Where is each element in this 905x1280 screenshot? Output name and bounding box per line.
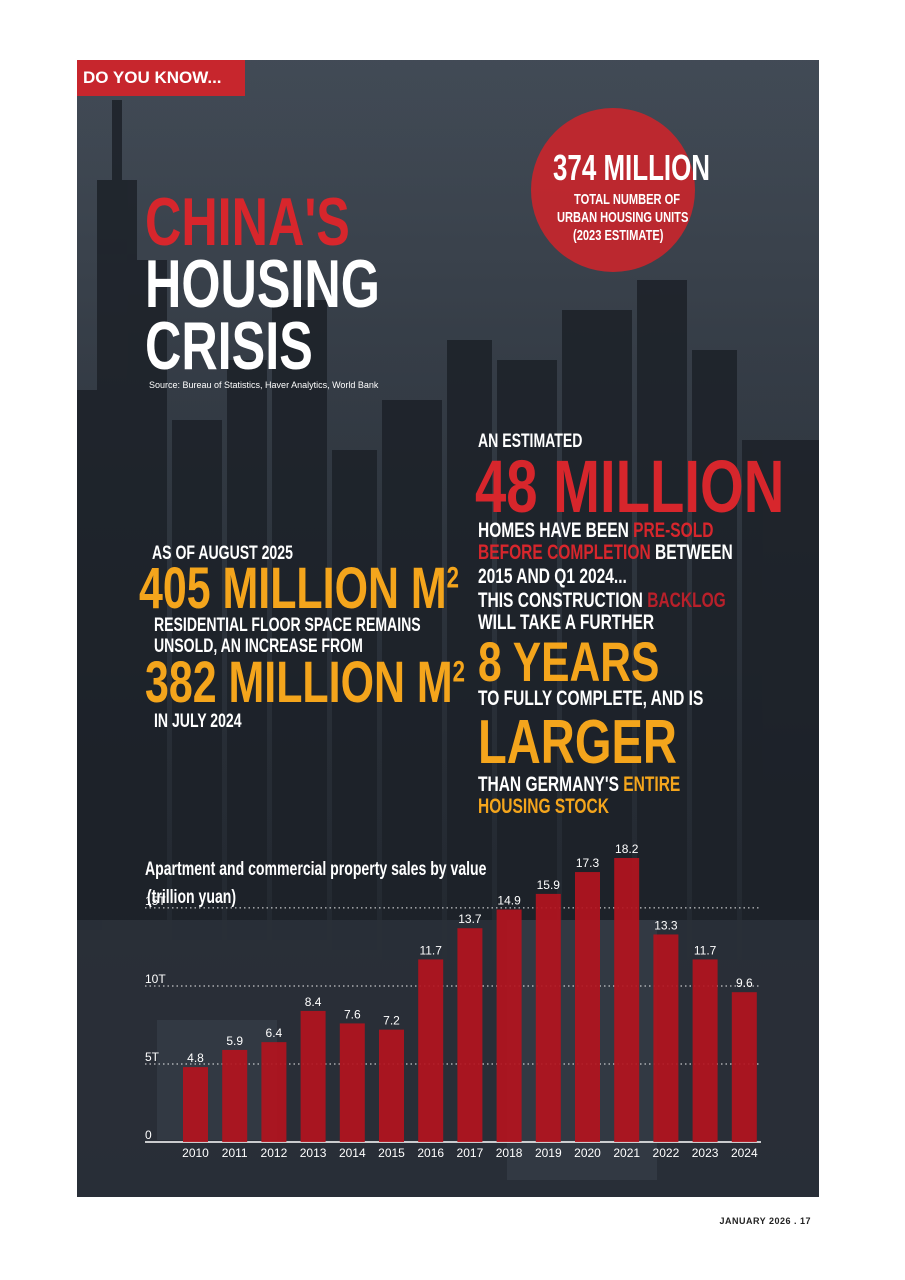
presold-line-3: 2015 AND Q1 2024... xyxy=(478,565,627,588)
floor-big-405: 405 MILLION M2 xyxy=(139,560,459,618)
bar-2011 xyxy=(222,1049,248,1142)
x-tick-label-2012: 2012 xyxy=(261,1146,288,1160)
bar-2012 xyxy=(261,1042,287,1142)
bar-2010 xyxy=(183,1067,208,1142)
circle-line-2: URBAN HOUSING UNITS xyxy=(557,209,689,226)
floor-line-1: RESIDENTIAL FLOOR SPACE REMAINS xyxy=(154,615,421,636)
city-skyline-background xyxy=(77,60,819,1197)
floor-sup-1: 2 xyxy=(446,561,459,595)
housing-units-circle xyxy=(531,108,695,272)
presold-larger: LARGER xyxy=(478,708,677,777)
title-line-crisis: CRISIS xyxy=(145,308,313,384)
page-footer: JANUARY 2026 . 17 xyxy=(719,1216,811,1226)
bar-value-label-2015: 7.2 xyxy=(383,1014,400,1028)
y-tick-label-1: 5T xyxy=(145,1050,160,1064)
title-line-chinas: CHINA'S xyxy=(145,184,350,260)
source-note: Source: Bureau of Statistics, Haver Anal… xyxy=(149,380,379,390)
floor-big-382-text: 382 MILLION M xyxy=(145,650,453,715)
bar-value-label-2014: 7.6 xyxy=(344,1007,361,1021)
presold-line-4b: BACKLOG xyxy=(647,589,726,612)
bar-2022 xyxy=(653,934,679,1142)
bar-2018 xyxy=(496,909,522,1142)
presold-line-7: THAN GERMANY'S ENTIRE xyxy=(478,774,680,795)
y-tick-label-3: 15T xyxy=(145,894,166,908)
bar-value-label-2021: 18.2 xyxy=(615,842,639,856)
bar-value-label-2010: 4.8 xyxy=(187,1051,204,1065)
bar-value-label-2018: 14.9 xyxy=(497,893,521,907)
presold-line-4: THIS CONSTRUCTION BACKLOG xyxy=(478,590,726,611)
presold-line-6: TO FULLY COMPLETE, AND IS xyxy=(478,687,704,710)
floor-big-382: 382 MILLION M2 xyxy=(145,654,465,712)
circle-line-3: (2023 ESTIMATE) xyxy=(573,227,664,244)
bar-value-label-2019: 15.9 xyxy=(537,878,561,892)
floor-sup-2: 2 xyxy=(452,655,465,689)
x-tick-label-2010: 2010 xyxy=(182,1146,209,1160)
x-tick-label-2011: 2011 xyxy=(222,1146,248,1160)
chart-title: Apartment and commercial property sales … xyxy=(145,859,487,880)
bar-2024 xyxy=(731,992,757,1142)
infographic-panel: DO YOU KNOW... CHINA'S HOUSING CRISIS So… xyxy=(77,60,819,1197)
presold-line-2: BEFORE COMPLETION BETWEEN xyxy=(478,542,733,563)
x-tick-label-2017: 2017 xyxy=(457,1146,484,1160)
x-tick-label-2020: 2020 xyxy=(574,1146,601,1160)
presold-line-1: HOMES HAVE BEEN PRE-SOLD xyxy=(478,520,713,541)
bar-2014 xyxy=(339,1023,365,1142)
bar-2013 xyxy=(300,1010,326,1142)
presold-years: 8 YEARS xyxy=(478,630,660,693)
x-tick-label-2019: 2019 xyxy=(535,1146,562,1160)
bar-value-label-2016: 11.7 xyxy=(419,943,442,957)
x-tick-label-2016: 2016 xyxy=(417,1146,444,1160)
y-tick-label-0: 0 xyxy=(145,1128,152,1142)
bar-value-label-2024: 9.6 xyxy=(736,976,753,990)
x-tick-label-2018: 2018 xyxy=(496,1146,523,1160)
presold-big: 48 MILLION xyxy=(475,445,785,528)
x-tick-label-2013: 2013 xyxy=(300,1146,327,1160)
bar-value-label-2023: 11.7 xyxy=(694,943,717,957)
bar-value-label-2022: 13.3 xyxy=(654,918,678,932)
y-tick-label-2: 10T xyxy=(145,972,166,986)
title-line-housing: HOUSING xyxy=(145,246,380,322)
presold-line-7b: ENTIRE xyxy=(623,773,681,796)
bar-2019 xyxy=(535,893,561,1142)
bar-2020 xyxy=(575,872,600,1142)
presold-line-1b: PRE-SOLD xyxy=(633,519,714,542)
x-tick-label-2024: 2024 xyxy=(731,1146,758,1160)
x-tick-label-2021: 2021 xyxy=(613,1146,640,1160)
bar-2023 xyxy=(692,959,718,1142)
floor-big-405-text: 405 MILLION M xyxy=(139,556,447,621)
bar-value-label-2012: 6.4 xyxy=(266,1026,283,1040)
presold-intro: AN ESTIMATED xyxy=(478,431,583,452)
presold-line-7a: THAN GERMANY'S xyxy=(478,773,624,796)
floor-line-2: UNSOLD, AN INCREASE FROM xyxy=(154,636,363,657)
bar-2015 xyxy=(379,1029,404,1142)
bar-value-label-2017: 13.7 xyxy=(458,912,482,926)
chart-subtitle: (trillion yuan) xyxy=(147,887,237,908)
bar-2016 xyxy=(418,959,444,1142)
bar-value-label-2013: 8.4 xyxy=(305,995,322,1009)
x-tick-label-2022: 2022 xyxy=(653,1146,680,1160)
circle-line-1: TOTAL NUMBER OF xyxy=(574,191,681,208)
sales-bar-chart: 0 5T 10T 15T 4.8 2010 5.9 2011 6.4 2012 8.4 2013 7.6… xyxy=(145,842,761,1160)
bar-2021 xyxy=(614,858,640,1142)
bar-2017 xyxy=(457,928,483,1142)
circle-big-number: 374 MILLION xyxy=(553,147,710,188)
presold-line-5: WILL TAKE A FURTHER xyxy=(478,611,655,634)
bar-value-label-2011: 5.9 xyxy=(226,1034,243,1048)
bar-value-label-2020: 17.3 xyxy=(576,856,600,870)
presold-line-2b: BETWEEN xyxy=(650,541,733,564)
x-tick-label-2023: 2023 xyxy=(692,1146,719,1160)
presold-line-8: HOUSING STOCK xyxy=(478,795,609,818)
x-tick-label-2014: 2014 xyxy=(339,1146,366,1160)
do-you-know-tag: DO YOU KNOW... xyxy=(77,60,245,96)
floor-outro: IN JULY 2024 xyxy=(154,711,242,732)
presold-line-2a: BEFORE COMPLETION xyxy=(478,541,651,564)
floor-intro: AS OF AUGUST 2025 xyxy=(152,543,293,564)
presold-line-4a: THIS CONSTRUCTION xyxy=(478,589,648,612)
presold-line-1a: HOMES HAVE BEEN xyxy=(478,519,634,542)
x-tick-label-2015: 2015 xyxy=(378,1146,405,1160)
